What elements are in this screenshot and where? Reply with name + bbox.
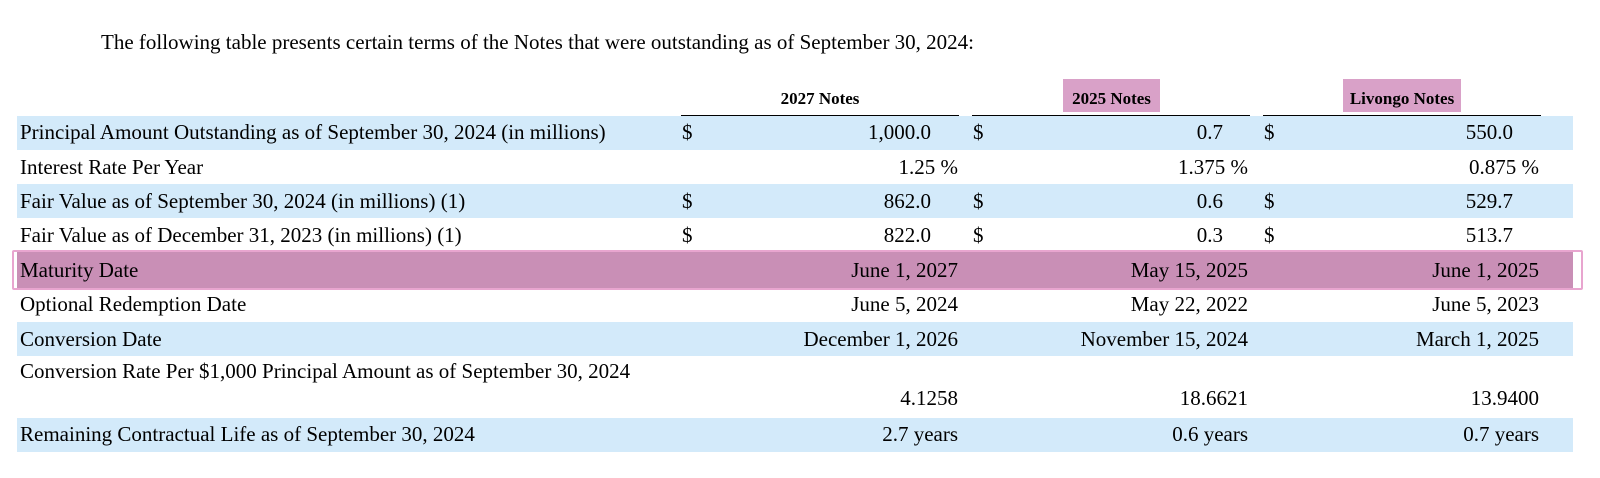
value-2025-notes: November 15, 2024 — [1080, 327, 1248, 351]
value-2025-notes: May 15, 2025 — [1130, 258, 1248, 282]
row-label: Conversion Date — [20, 327, 162, 351]
intro-text: The following table presents certain ter… — [101, 30, 975, 54]
row-label: Interest Rate Per Year — [20, 155, 204, 179]
value-2025-notes: 18.6621 — [1179, 386, 1248, 410]
value-2027-notes: December 1, 2026 — [803, 327, 958, 351]
column-header-livongo-notes: Livongo Notes — [1343, 79, 1461, 112]
value-livongo-notes: June 1, 2025 — [1432, 258, 1539, 282]
value-2025-notes: 0.3 — [1196, 223, 1223, 247]
value-livongo-notes: 529.7 — [1465, 189, 1513, 213]
row-label: Optional Redemption Date — [20, 292, 247, 316]
value-2027-notes: June 5, 2024 — [851, 292, 958, 316]
value-2027-notes: 1.25 % — [898, 155, 959, 179]
value-2027-notes: 822.0 — [883, 223, 931, 247]
table-row-interest-rate: Interest Rate Per Year 1.25 % 1.375 % 0.… — [17, 150, 1573, 184]
value-livongo-notes: 550.0 — [1465, 120, 1513, 144]
table-row-conversion-date: Conversion Date December 1, 2026 Novembe… — [17, 322, 1573, 356]
dollar-sign: $ — [1264, 223, 1275, 247]
value-livongo-notes: March 1, 2025 — [1415, 327, 1539, 351]
dollar-sign: $ — [973, 223, 984, 247]
table-row-maturity-date: Maturity Date June 1, 2027 May 15, 2025 … — [17, 252, 1573, 288]
value-livongo-notes: 13.9400 — [1470, 386, 1539, 410]
table-row-conversion-rate: Conversion Rate Per $1,000 Principal Amo… — [17, 356, 1573, 418]
row-label: Conversion Rate Per $1,000 Principal Amo… — [20, 359, 631, 383]
dollar-sign: $ — [682, 120, 693, 144]
column-header-2025-notes: 2025 Notes — [1063, 79, 1160, 112]
dollar-sign: $ — [1264, 189, 1275, 213]
table-row-optional-redemption: Optional Redemption Date June 5, 2024 Ma… — [17, 288, 1573, 322]
column-header-2027-notes: 2027 Notes — [780, 89, 860, 108]
dollar-sign: $ — [1264, 120, 1275, 144]
row-label: Principal Amount Outstanding as of Septe… — [20, 120, 606, 144]
table-row-fair-value-sep: Fair Value as of September 30, 2024 (in … — [17, 184, 1573, 218]
dollar-sign: $ — [682, 223, 693, 247]
value-livongo-notes: 0.7 years — [1463, 422, 1539, 446]
value-livongo-notes: 0.875 % — [1469, 155, 1539, 179]
dollar-sign: $ — [973, 189, 984, 213]
value-2027-notes: 1,000.0 — [868, 120, 931, 144]
table-row-principal-amount: Principal Amount Outstanding as of Septe… — [17, 116, 1573, 150]
table-row-fair-value-dec: Fair Value as of December 31, 2023 (in m… — [17, 218, 1573, 252]
dollar-sign: $ — [973, 120, 984, 144]
table-row-remaining-life: Remaining Contractual Life as of Septemb… — [17, 418, 1573, 452]
value-2025-notes: May 22, 2022 — [1130, 292, 1248, 316]
value-2025-notes: 0.7 — [1196, 120, 1223, 144]
value-2025-notes: 1.375 % — [1178, 155, 1248, 179]
row-label: Remaining Contractual Life as of Septemb… — [20, 422, 475, 446]
row-label: Maturity Date — [20, 258, 139, 282]
value-livongo-notes: 513.7 — [1465, 223, 1513, 247]
value-2027-notes: 862.0 — [883, 189, 931, 213]
row-label: Fair Value as of December 31, 2023 (in m… — [20, 223, 462, 247]
value-2025-notes: 0.6 — [1196, 189, 1223, 213]
value-2027-notes: 4.1258 — [900, 386, 958, 410]
value-2027-notes: June 1, 2027 — [851, 258, 958, 282]
row-label: Fair Value as of September 30, 2024 (in … — [20, 189, 466, 213]
value-2025-notes: 0.6 years — [1172, 422, 1248, 446]
value-2027-notes: 2.7 years — [882, 422, 958, 446]
value-livongo-notes: June 5, 2023 — [1432, 292, 1539, 316]
dollar-sign: $ — [682, 189, 693, 213]
